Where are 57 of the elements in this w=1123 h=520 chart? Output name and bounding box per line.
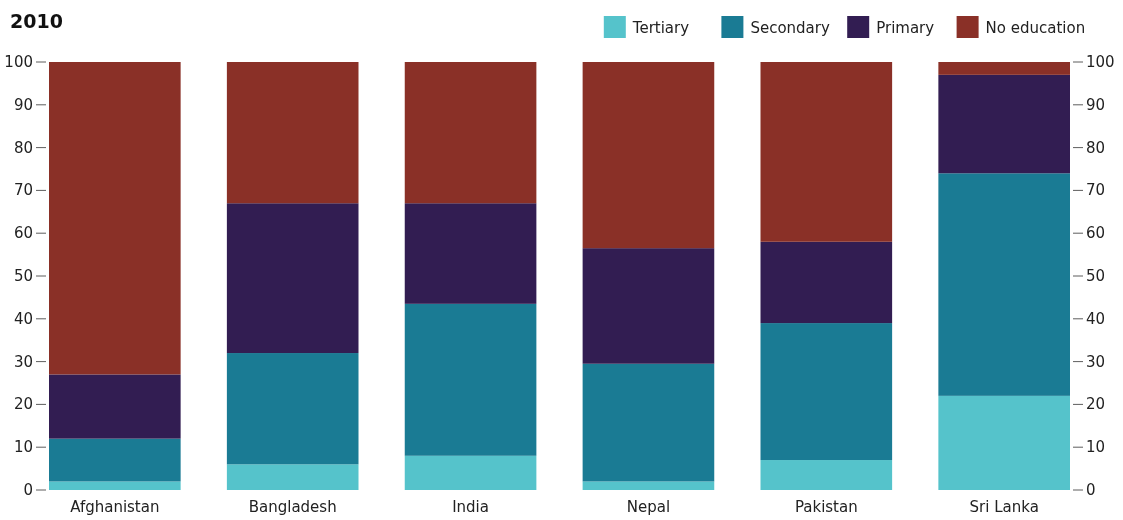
bar	[582, 62, 715, 249]
x-tick-label: Bangladesh	[248, 498, 337, 516]
y2-tick-label: 0	[1086, 481, 1096, 499]
y2-tick-label: 20	[1086, 395, 1106, 414]
bar	[49, 481, 181, 490]
y-tick-label: 80	[13, 138, 33, 157]
legend-label: No education	[985, 19, 1086, 37]
y2-tick-label: 100	[1086, 53, 1115, 71]
y2-tick-label: 30	[1086, 352, 1106, 371]
legend-label: Primary	[876, 19, 935, 37]
bar	[226, 203, 359, 354]
bar	[404, 303, 537, 456]
y2-tick-label: 90	[1086, 95, 1106, 114]
x-tick-label: Sri Lanka	[969, 498, 1039, 516]
chart-title: 2010	[10, 10, 63, 32]
bar	[938, 74, 1070, 174]
bar	[226, 62, 359, 204]
bar	[938, 395, 1070, 490]
bar	[226, 353, 359, 465]
bar	[226, 464, 359, 490]
legend-label: Tertiary	[631, 19, 690, 37]
y-tick-label: 60	[13, 224, 33, 243]
bar	[760, 62, 893, 242]
x-tick-label: Pakistan	[794, 498, 858, 516]
bar	[760, 241, 893, 324]
y-tick-label: 50	[13, 267, 33, 285]
x-tick-label: India	[452, 498, 489, 516]
y2-tick-label: 10	[1086, 438, 1106, 457]
bar	[404, 455, 537, 490]
legend-label: Secondary	[750, 19, 830, 37]
bar	[49, 438, 181, 482]
bar	[49, 62, 181, 375]
y-tick-label: 90	[13, 95, 33, 114]
y-tick-label: 10	[13, 438, 33, 457]
y-tick-label: 100	[4, 53, 33, 71]
x-tick-label: Nepal	[626, 498, 671, 516]
x-tick-label: Afghanistan	[70, 498, 160, 516]
y2-tick-label: 60	[1086, 224, 1106, 243]
y2-tick-label: 80	[1086, 138, 1106, 157]
y2-tick-label: 50	[1086, 267, 1106, 285]
y-tick-label: 40	[13, 309, 33, 328]
bar	[582, 363, 715, 482]
y2-tick-label: 40	[1086, 309, 1106, 328]
y-tick-label: 70	[13, 181, 33, 200]
bar	[404, 62, 537, 204]
bar	[582, 481, 715, 490]
bar	[938, 62, 1070, 75]
bar	[582, 248, 715, 364]
y2-tick-label: 70	[1086, 181, 1106, 200]
bar	[49, 374, 181, 439]
y-tick-label: 0	[23, 481, 33, 499]
bar	[938, 173, 1070, 396]
bar	[404, 203, 537, 304]
y-tick-label: 30	[13, 352, 33, 371]
bar	[760, 323, 893, 461]
y-tick-label: 20	[13, 395, 33, 414]
bar	[760, 460, 893, 490]
